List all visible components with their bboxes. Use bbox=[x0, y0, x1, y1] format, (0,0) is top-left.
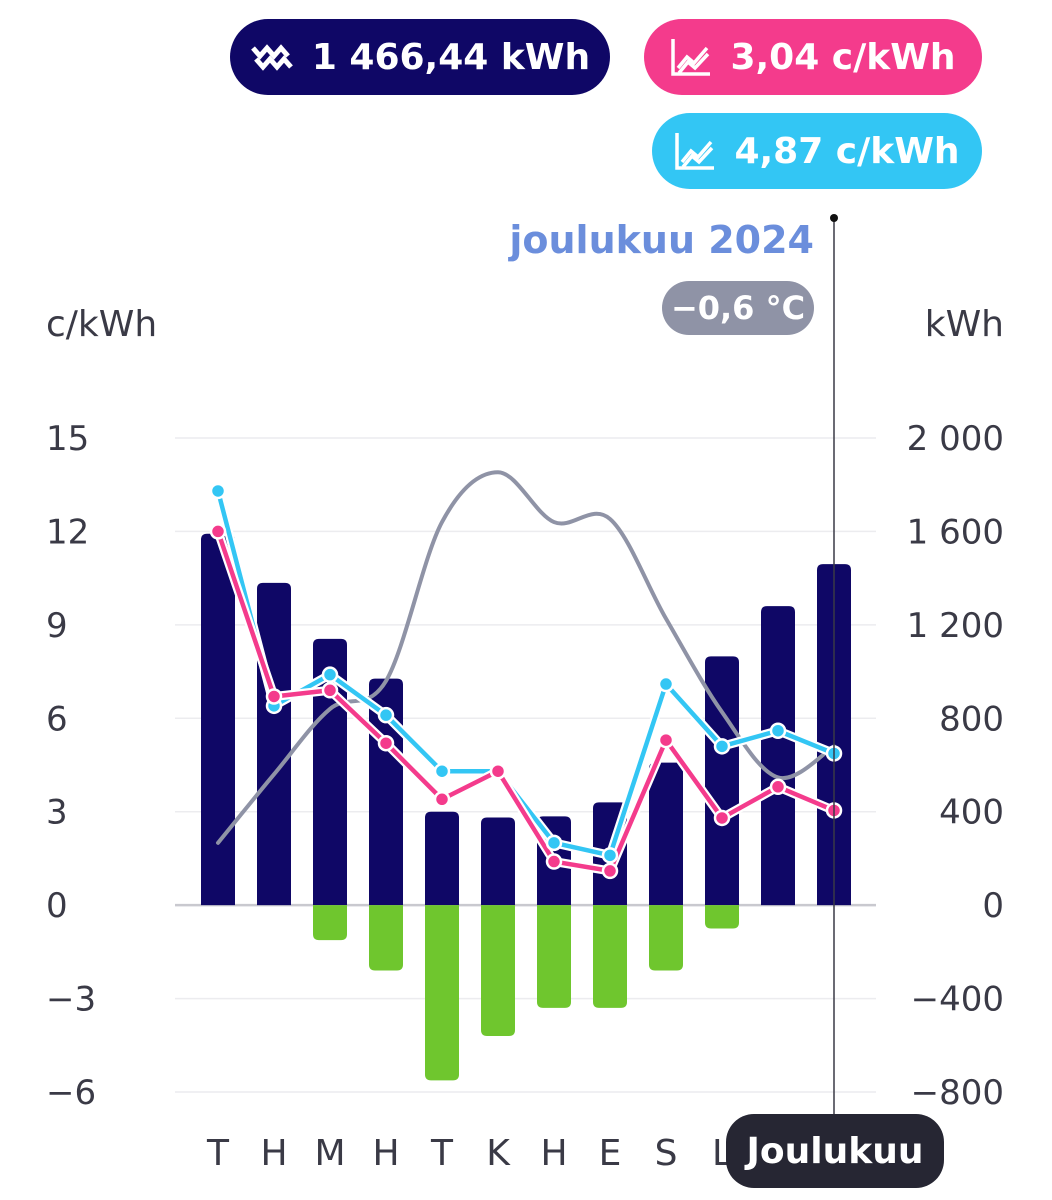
spot-point[interactable] bbox=[601, 862, 619, 880]
right-axis-tick: 0 bbox=[982, 886, 1004, 926]
consumption-bar[interactable] bbox=[705, 656, 739, 906]
spot-point[interactable] bbox=[657, 731, 675, 749]
x-axis-label[interactable]: E bbox=[599, 1133, 622, 1174]
contract-point[interactable] bbox=[545, 834, 563, 852]
consumption-bar[interactable] bbox=[649, 762, 683, 906]
x-axis-label[interactable]: T bbox=[206, 1133, 230, 1174]
temperature-badge: −0,6 °C bbox=[662, 281, 814, 335]
left-axis-tick: 9 bbox=[46, 606, 68, 646]
consumption-bar[interactable] bbox=[481, 817, 515, 906]
consumption-bar[interactable] bbox=[201, 533, 235, 906]
selected-period-title: joulukuu 2024 bbox=[509, 218, 814, 262]
contract-line bbox=[215, 490, 835, 858]
production-bar[interactable] bbox=[481, 905, 515, 1036]
contract-point[interactable] bbox=[321, 666, 339, 683]
consumption-bar[interactable] bbox=[257, 582, 291, 906]
left-axis-tick: 0 bbox=[46, 886, 68, 926]
left-axis-unit: c/kWh bbox=[46, 304, 158, 345]
right-axis-tick: −400 bbox=[911, 980, 1004, 1020]
spot-point[interactable] bbox=[489, 762, 507, 780]
spot-price-badge: 3,04 c/kWh bbox=[644, 19, 982, 95]
spot-line bbox=[215, 530, 835, 874]
contract-price-badge: 4,87 c/kWh bbox=[652, 113, 982, 189]
production-bar[interactable] bbox=[313, 905, 347, 941]
x-axis-label[interactable]: S bbox=[655, 1133, 678, 1174]
x-axis-label[interactable]: M bbox=[314, 1133, 345, 1174]
production-bar[interactable] bbox=[425, 905, 459, 1081]
contract-point[interactable] bbox=[377, 706, 395, 724]
contract-point[interactable] bbox=[433, 762, 451, 780]
right-axis-tick: 1 600 bbox=[907, 512, 1004, 552]
spot-point[interactable] bbox=[769, 778, 787, 796]
spot-point[interactable] bbox=[713, 809, 731, 827]
production-bar[interactable] bbox=[593, 905, 627, 1008]
contract-point[interactable] bbox=[601, 847, 619, 864]
spot-point[interactable] bbox=[545, 853, 563, 870]
selection-cursor-dot bbox=[830, 214, 838, 222]
left-axis-tick: −3 bbox=[46, 980, 96, 1020]
left-axis-tick: −6 bbox=[46, 1073, 96, 1113]
spot-point[interactable] bbox=[377, 734, 395, 752]
energy-total-badge: 1 466,44 kWh bbox=[230, 19, 610, 95]
right-axis-tick: 2 000 bbox=[907, 419, 1004, 459]
consumption-bar[interactable] bbox=[761, 606, 795, 906]
production-bar[interactable] bbox=[705, 905, 739, 929]
spot-point[interactable] bbox=[265, 688, 283, 705]
contract-line-halo bbox=[213, 489, 836, 860]
spot-point[interactable] bbox=[433, 791, 451, 808]
spot-price-value: 3,04 c/kWh bbox=[730, 36, 956, 78]
spot-point[interactable] bbox=[209, 523, 227, 540]
right-axis-unit: kWh bbox=[924, 304, 1004, 345]
contract-point[interactable] bbox=[209, 482, 227, 500]
contract-point[interactable] bbox=[769, 722, 787, 739]
production-bar[interactable] bbox=[369, 905, 403, 971]
x-axis-label[interactable]: H bbox=[540, 1133, 567, 1174]
selected-month-label[interactable]: Joulukuu bbox=[726, 1114, 944, 1188]
production-bar[interactable] bbox=[537, 905, 571, 1008]
x-axis-label[interactable]: T bbox=[430, 1133, 454, 1174]
left-axis-tick: 6 bbox=[46, 699, 68, 739]
consumption-bar[interactable] bbox=[425, 811, 459, 906]
right-axis-tick: −800 bbox=[911, 1073, 1004, 1113]
left-axis-tick: 15 bbox=[46, 419, 89, 459]
contract-point[interactable] bbox=[657, 675, 675, 693]
left-axis-tick: 12 bbox=[46, 512, 89, 552]
right-axis-tick: 800 bbox=[939, 699, 1004, 739]
meter-icon bbox=[250, 44, 293, 71]
x-axis-label[interactable]: H bbox=[372, 1133, 399, 1174]
x-axis-label[interactable]: K bbox=[486, 1133, 511, 1174]
spot-point[interactable] bbox=[321, 682, 339, 699]
x-axis-label[interactable]: H bbox=[260, 1133, 287, 1174]
right-axis-tick: 400 bbox=[939, 793, 1004, 833]
line-chart-icon bbox=[671, 39, 711, 76]
temperature-line bbox=[216, 470, 836, 845]
right-axis-tick: 1 200 bbox=[907, 606, 1004, 646]
production-bar[interactable] bbox=[649, 905, 683, 971]
contract-point[interactable] bbox=[713, 738, 731, 755]
left-axis-tick: 3 bbox=[46, 793, 68, 833]
line-chart-icon bbox=[675, 133, 715, 170]
contract-price-value: 4,87 c/kWh bbox=[734, 130, 960, 172]
energy-total-value: 1 466,44 kWh bbox=[311, 36, 591, 78]
